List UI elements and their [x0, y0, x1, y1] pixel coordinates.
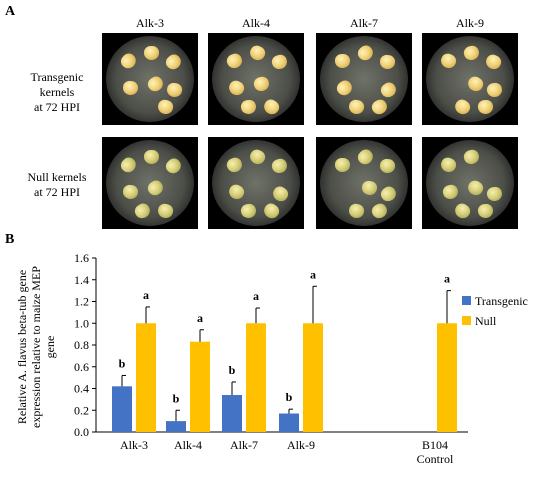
- kernel-photo-transgenic-alk-9: [422, 33, 518, 125]
- y-tick-label: 1.6: [74, 251, 89, 265]
- y-axis-label: Relative A. flavus beta-tub geneexpressi…: [15, 266, 57, 428]
- significance-letter: a: [444, 272, 450, 286]
- kernel-photo-null-alk-4: [208, 137, 304, 229]
- y-tick-label: 1.4: [74, 273, 89, 287]
- panel-a-letter: A: [5, 4, 16, 19]
- legend-label-transgenic: Transgenic: [475, 294, 528, 308]
- y-tick-label: 0.4: [74, 382, 89, 396]
- significance-letter: b: [286, 390, 293, 404]
- significance-letter: b: [119, 356, 126, 370]
- bar-transgenic-3: [279, 413, 299, 432]
- significance-letter: a: [143, 288, 149, 302]
- significance-letter: b: [229, 363, 236, 377]
- y-tick-label: 1.0: [74, 316, 89, 330]
- y-axis-label-line: Relative A. flavus beta-tub gene: [15, 270, 29, 424]
- y-axis-label-line: gene: [43, 336, 57, 359]
- bar-transgenic-2: [222, 395, 242, 432]
- bar-null-0: [136, 323, 156, 432]
- bar-null-2: [246, 323, 266, 432]
- significance-letter: a: [197, 311, 203, 325]
- kernel-photo-transgenic-alk-3: [102, 33, 198, 125]
- x-tick-label: Alk-9: [287, 438, 315, 452]
- legend-swatch-null: [462, 316, 471, 325]
- legend-label-null: Null: [475, 314, 497, 328]
- significance-letter: a: [253, 289, 259, 303]
- kernel-photo-transgenic-alk-4: [208, 33, 304, 125]
- kernel-photo-null-alk-9: [422, 137, 518, 229]
- bar-null-1: [190, 341, 210, 432]
- y-tick-label: 0.8: [74, 338, 89, 352]
- row-label-transgenic-line-3: at 72 HPI: [34, 100, 80, 114]
- legend-swatch-transgenic: [462, 296, 471, 305]
- kernel-photo-transgenic-alk-7: [316, 33, 412, 125]
- panel-b-letter: B: [5, 232, 15, 247]
- x-tick-label: Alk-3: [120, 438, 148, 452]
- significance-letter: a: [310, 267, 316, 281]
- y-tick-label: 0.0: [74, 425, 89, 439]
- bar-transgenic-0: [112, 386, 132, 432]
- row-label-null-line-2: at 72 HPI: [34, 185, 80, 199]
- y-tick-label: 0.6: [74, 360, 89, 374]
- bar-transgenic-1: [166, 421, 186, 432]
- column-label-alk-9: Alk-9: [456, 16, 484, 30]
- bar-null-4: [437, 323, 457, 432]
- row-label-null-line-1: Null kernels: [27, 170, 87, 184]
- x-tick-label: Alk-7: [230, 438, 258, 452]
- row-label-null: Null kernels at 72 HPI: [12, 170, 102, 200]
- x-tick-label: Alk-4: [174, 438, 202, 452]
- row-label-transgenic-line-2: kernels: [39, 85, 75, 99]
- x-tick-label: Control: [417, 452, 454, 466]
- x-tick-label: B104: [422, 438, 448, 452]
- column-label-alk-7: Alk-7: [350, 16, 378, 30]
- bar-null-3: [303, 323, 323, 432]
- row-label-transgenic: Transgenic kernels at 72 HPI: [12, 70, 102, 115]
- row-label-transgenic-line-1: Transgenic: [30, 70, 84, 84]
- column-label-alk-3: Alk-3: [136, 16, 164, 30]
- kernel-photo-null-alk-3: [102, 137, 198, 229]
- y-tick-label: 0.2: [74, 403, 89, 417]
- y-axis-label-line: expression relative to maize MEP: [29, 266, 43, 428]
- kernel-photo-null-alk-7: [316, 137, 412, 229]
- significance-letter: b: [173, 391, 180, 405]
- column-label-alk-4: Alk-4: [242, 16, 270, 30]
- y-tick-label: 1.2: [74, 295, 89, 309]
